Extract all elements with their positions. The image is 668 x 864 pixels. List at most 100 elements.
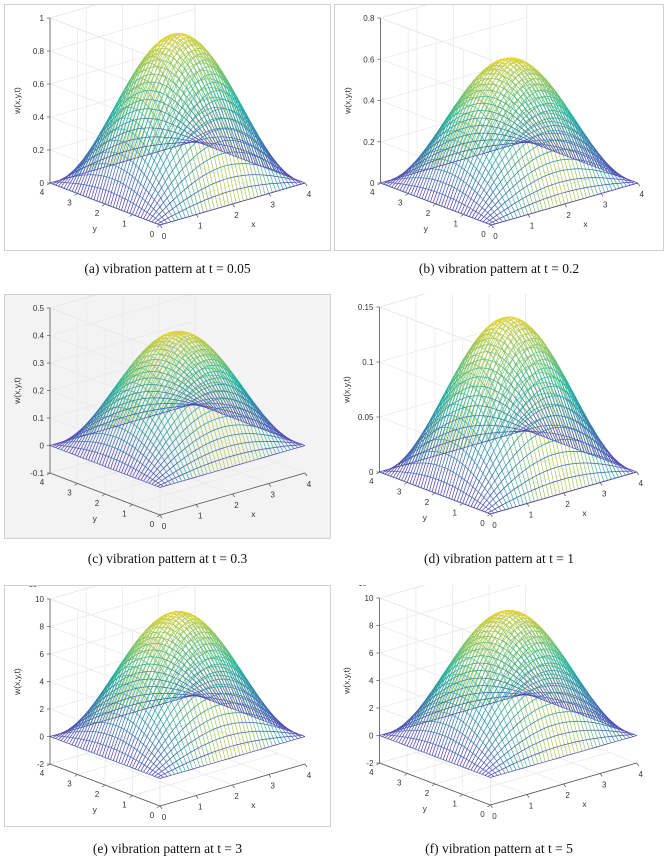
surface-mesh-segment — [571, 124, 577, 133]
surface-mesh-segment — [432, 147, 437, 151]
surface-mesh-segment — [134, 206, 140, 216]
surface-mesh-segment — [100, 176, 105, 189]
surface-mesh-segment — [568, 116, 573, 125]
surface-mesh-segment — [146, 344, 151, 349]
surface-mesh-segment — [194, 406, 200, 411]
surface-mesh-segment — [213, 91, 218, 101]
surface-mesh-segment — [197, 189, 202, 192]
surface-mesh-segment — [167, 61, 172, 65]
surface-mesh-segment — [204, 47, 209, 53]
surface-mesh-segment — [506, 90, 511, 94]
y-tick-label: 3 — [67, 199, 72, 208]
surface-mesh-segment — [195, 55, 200, 63]
surface-mesh-segment — [199, 341, 205, 346]
surface-mesh-segment — [525, 90, 531, 96]
surface-mesh-segment — [220, 403, 225, 411]
surface-mesh-segment — [155, 477, 160, 482]
surface-mesh-segment — [211, 359, 216, 366]
surface-mesh-segment — [436, 145, 441, 149]
surface-mesh-segment — [165, 436, 171, 443]
surface-mesh-segment — [138, 99, 143, 102]
surface-mesh-segment — [139, 108, 144, 110]
surface-mesh-segment — [208, 451, 213, 454]
surface-mesh-segment — [496, 66, 502, 72]
y-axis-label: y — [93, 223, 98, 233]
surface-mesh-segment — [581, 135, 586, 144]
surface-mesh-segment — [247, 405, 252, 413]
surface-mesh-segment — [230, 398, 235, 407]
surface-mesh-segment — [96, 153, 101, 165]
surface-mesh-segment — [163, 352, 168, 358]
surface-mesh-segment — [142, 356, 147, 359]
surface-mesh-segment — [133, 181, 139, 192]
surface-mesh-segment — [590, 147, 595, 156]
surface-mesh-segment — [589, 157, 594, 167]
surface-mesh-segment — [222, 377, 227, 386]
surface-mesh-segment — [443, 160, 449, 172]
surface-mesh-segment — [135, 394, 140, 404]
surface-mesh-segment — [474, 145, 479, 155]
surface-mesh-segment — [201, 60, 206, 68]
surface-mesh-segment — [410, 166, 415, 173]
surface-mesh-segment — [513, 65, 518, 68]
surface-mesh-segment — [535, 113, 540, 116]
surface-mesh-segment — [138, 358, 143, 361]
surface-mesh-segment — [213, 407, 218, 413]
surface-mesh-segment — [547, 82, 552, 89]
surface-mesh-segment — [152, 475, 157, 480]
surface-mesh-segment — [233, 399, 238, 408]
surface-mesh-segment — [435, 165, 440, 168]
surface-mesh-segment — [501, 74, 506, 78]
surface-mesh-segment — [267, 434, 272, 437]
surface-mesh-segment — [73, 167, 78, 172]
surface-mesh-segment — [124, 105, 129, 109]
surface-mesh-segment — [246, 151, 251, 163]
surface-mesh-segment — [144, 203, 149, 211]
surface-mesh-segment — [107, 457, 112, 468]
surface-mesh-segment — [503, 65, 508, 68]
surface-mesh-segment — [105, 140, 110, 153]
surface-mesh-segment — [486, 110, 491, 119]
surface-mesh-segment — [521, 78, 526, 84]
surface-mesh-segment — [77, 184, 82, 194]
surface-mesh-segment — [499, 114, 504, 117]
y-tick-label: 1 — [122, 220, 127, 229]
surface-mesh-segment — [502, 108, 507, 112]
surface-mesh-segment — [109, 145, 114, 149]
surface-mesh-segment — [495, 191, 500, 197]
surface-mesh-segment — [219, 76, 225, 85]
surface-mesh-segment — [474, 212, 479, 219]
surface-mesh-segment — [253, 129, 258, 138]
surface-mesh-segment — [454, 130, 460, 141]
surface-mesh-segment — [239, 390, 245, 399]
surface-mesh-segment — [610, 167, 615, 172]
surface-mesh-segment — [478, 164, 484, 173]
surface-mesh-segment — [507, 124, 512, 128]
surface-mesh-segment — [605, 162, 610, 169]
surface-mesh-segment — [151, 54, 156, 57]
surface-mesh-segment — [122, 453, 127, 463]
surface-mesh-segment — [170, 189, 175, 194]
surface-mesh-segment — [86, 151, 91, 157]
surface-mesh-segment — [415, 162, 420, 166]
surface-mesh-segment — [234, 138, 239, 149]
surface-mesh-segment — [528, 69, 534, 74]
surface-mesh-segment — [123, 84, 128, 91]
surface-mesh-segment — [258, 412, 263, 420]
surface-mesh-segment — [153, 152, 159, 161]
surface-mesh-segment — [174, 454, 179, 458]
surface-mesh-segment — [143, 57, 148, 65]
surface-mesh-segment — [235, 113, 240, 117]
surface-mesh-segment — [225, 378, 230, 386]
surface-mesh-segment — [107, 125, 112, 130]
surface-mesh-segment — [157, 384, 162, 392]
surface-mesh-segment — [479, 153, 483, 156]
surface-mesh-segment — [432, 159, 438, 170]
surface-mesh-segment — [204, 367, 209, 374]
surface-mesh-segment — [207, 372, 213, 380]
surface-mesh-segment — [614, 174, 619, 177]
surface-mesh-segment — [404, 169, 409, 173]
surface-mesh-segment — [218, 416, 223, 419]
surface-mesh-segment — [106, 147, 111, 151]
